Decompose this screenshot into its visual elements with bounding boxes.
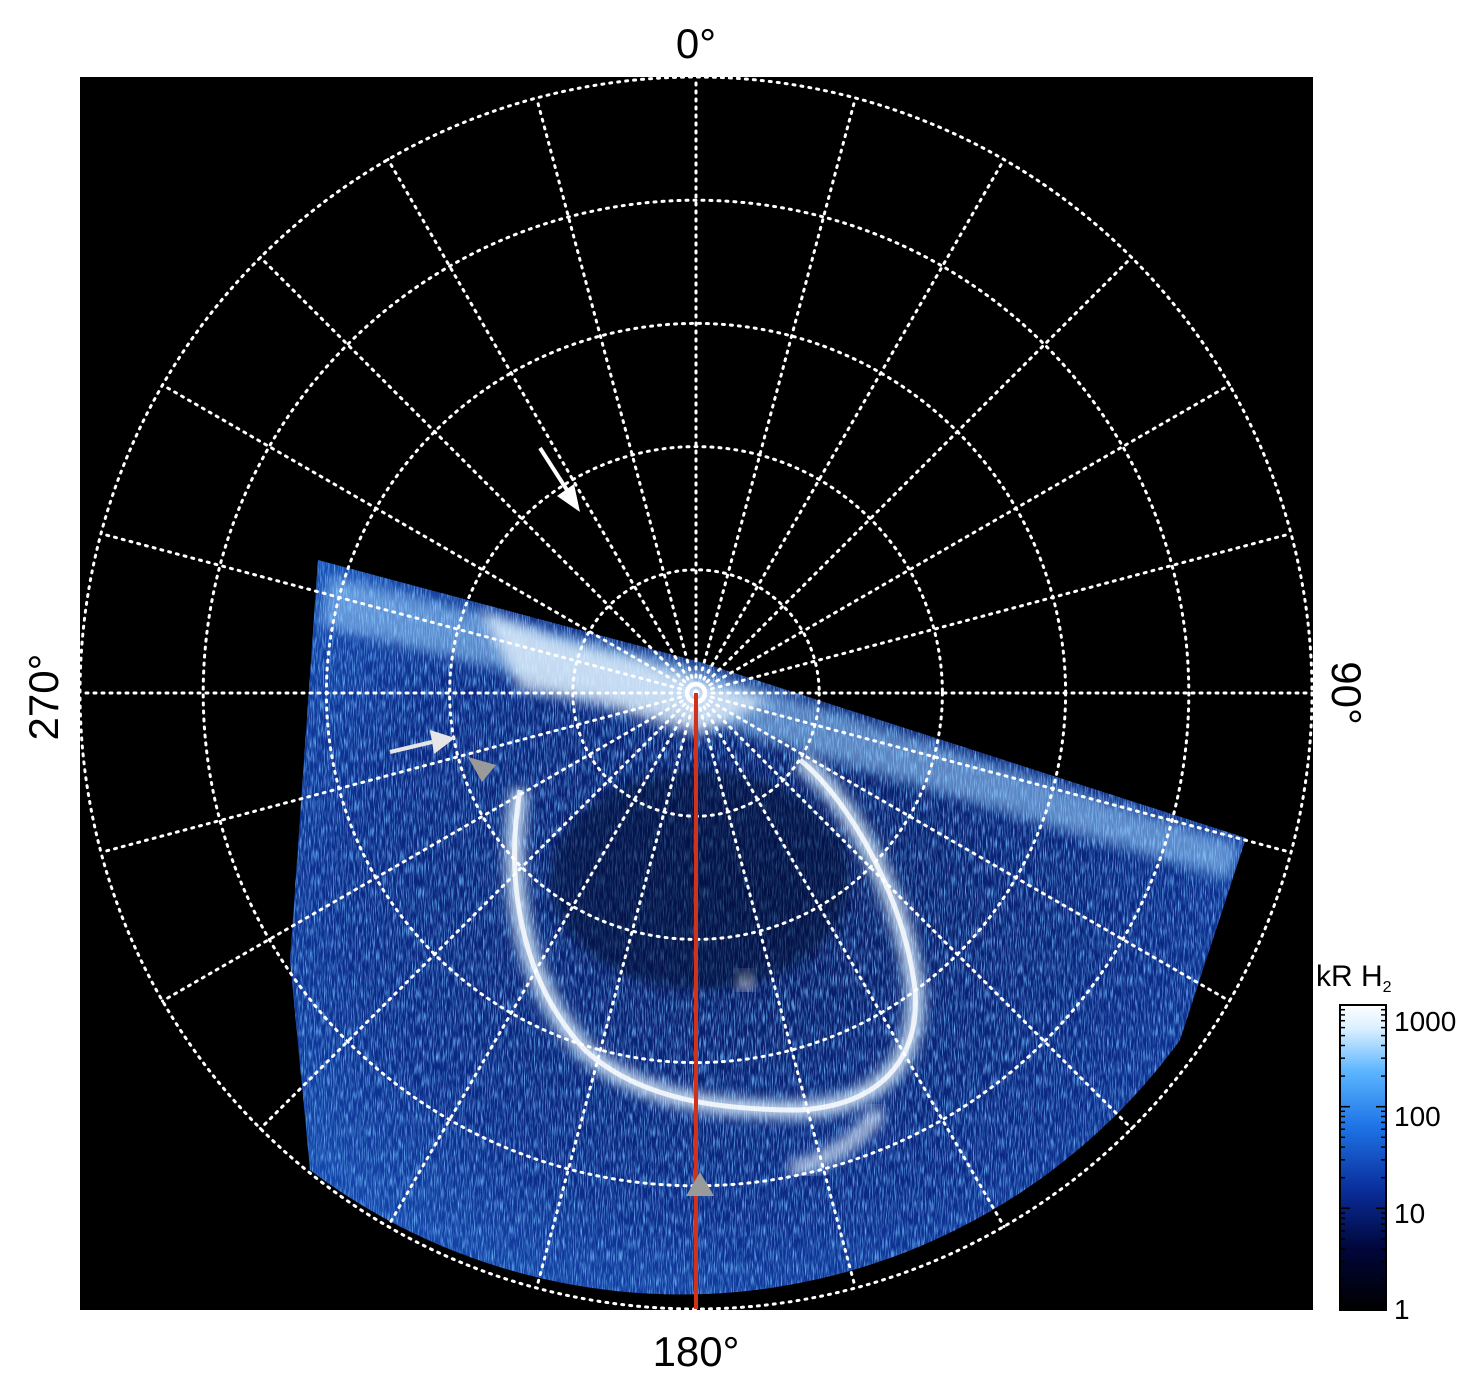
grid-meridian-135 bbox=[694, 691, 1134, 1131]
grid-meridian-15 bbox=[694, 96, 857, 695]
label-right: 90° bbox=[1323, 661, 1370, 725]
colorbar-tick-label-1000: 1000 bbox=[1394, 1006, 1456, 1037]
grid-meridian-75 bbox=[694, 532, 1293, 695]
label-bottom: 180° bbox=[653, 1328, 740, 1375]
grid-meridian-315 bbox=[258, 255, 698, 695]
grid-meridian-120 bbox=[694, 691, 1231, 1003]
label-left: 270° bbox=[20, 654, 67, 741]
grid-meridian-165 bbox=[694, 691, 857, 1290]
grid-meridian-345 bbox=[535, 96, 698, 695]
grid-meridian-225 bbox=[258, 691, 698, 1131]
grid-meridian-105 bbox=[694, 691, 1293, 854]
colorbar-tick-label-10: 10 bbox=[1394, 1198, 1425, 1229]
colorbar-title: kR H2 bbox=[1316, 960, 1392, 996]
grid-ring-4 bbox=[201, 198, 1191, 1188]
grid-meridian-285 bbox=[99, 532, 698, 695]
colorbar-title-subscript: 2 bbox=[1383, 979, 1392, 996]
gray-triangle-marker-bottom bbox=[686, 1172, 714, 1196]
polar-grid bbox=[78, 75, 1314, 1311]
arrow-light-left bbox=[389, 730, 455, 754]
grid-meridian-45 bbox=[694, 255, 1134, 695]
label-top: 0° bbox=[676, 20, 716, 67]
colorbar: kR H2 1000 100 10 1 bbox=[1316, 960, 1456, 1325]
grid-meridian-30 bbox=[694, 158, 1006, 695]
grid-meridian-300 bbox=[161, 383, 698, 695]
colorbar-tick-label-1: 1 bbox=[1394, 1294, 1410, 1325]
gray-triangle-marker-left bbox=[468, 757, 496, 782]
grid-meridian-330 bbox=[386, 158, 698, 695]
grid-meridian-240 bbox=[161, 691, 698, 1003]
arrow-white-upper bbox=[538, 446, 580, 512]
colorbar-gradient bbox=[1339, 1004, 1387, 1311]
colorbar-ticks bbox=[1340, 1004, 1386, 1311]
colorbar-tick-label-100: 100 bbox=[1394, 1101, 1441, 1132]
grid-meridian-255 bbox=[99, 691, 698, 854]
grid-meridian-195 bbox=[535, 691, 698, 1290]
grid-meridian-150 bbox=[694, 691, 1006, 1228]
grid-meridian-60 bbox=[694, 383, 1231, 695]
grid-meridian-210 bbox=[386, 691, 698, 1228]
